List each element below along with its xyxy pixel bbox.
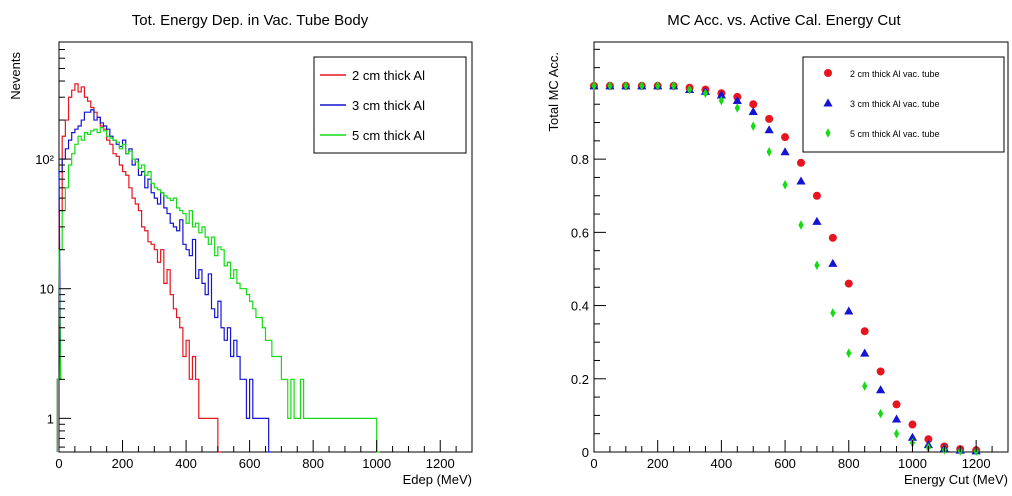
data-point-series-3 — [846, 348, 852, 358]
y-tick-label: 0.6 — [571, 225, 589, 240]
data-point-series-1 — [908, 420, 917, 429]
data-point-series-1 — [828, 233, 837, 242]
y-tick-label: 0.4 — [571, 299, 589, 314]
histogram-line-1 — [56, 83, 222, 453]
data-point-series-1 — [781, 133, 790, 142]
data-point-series-2 — [764, 125, 774, 134]
data-point-series-3 — [798, 220, 804, 230]
data-point-series-3 — [734, 103, 740, 113]
data-point-series-1 — [876, 367, 885, 376]
y-tick-label: 0.2 — [571, 372, 589, 387]
left-panel: Tot. Energy Dep. in Vac. Tube Body 0 200 4… — [8, 12, 473, 487]
left-x-axis-label: Edep (MeV) — [403, 472, 472, 487]
right-legend-box — [802, 56, 1005, 153]
data-point-series-3 — [591, 81, 597, 91]
legend-label-1: 2 cm thick Al vac. tube — [850, 69, 940, 79]
x-tick-label: 400 — [711, 456, 733, 471]
x-tick-label: 1200 — [962, 456, 991, 471]
histogram-line-3 — [56, 126, 380, 453]
legend-marker-3 — [825, 128, 831, 138]
data-point-series-3 — [893, 428, 900, 439]
data-point-series-3 — [766, 147, 772, 157]
right-x-axis-label: Energy Cut (MeV) — [904, 472, 1008, 487]
data-point-series-2 — [828, 258, 838, 267]
y-tick-label: 0 — [582, 445, 589, 460]
y-tick-label: 0.8 — [571, 152, 589, 167]
data-point-series-3 — [750, 121, 756, 131]
y-tick-label: 1 — [47, 411, 54, 426]
x-tick-label: 1000 — [362, 456, 391, 471]
data-point-series-3 — [878, 408, 884, 419]
data-point-series-1 — [765, 114, 774, 123]
data-point-series-2 — [876, 385, 886, 394]
data-point-series-3 — [623, 81, 629, 91]
data-point-series-1 — [844, 279, 853, 288]
x-tick-label: 800 — [838, 456, 860, 471]
data-point-series-3 — [639, 81, 645, 91]
legend-label-2: 3 cm thick Al — [352, 98, 425, 113]
left-histogram-series — [56, 83, 380, 453]
data-point-series-3 — [702, 88, 709, 99]
histogram-line-2 — [56, 109, 272, 453]
right-chart-title: MC Acc. vs. Active Cal. Energy Cut — [667, 12, 901, 29]
legend-label-3: 5 cm thick Al vac. tube — [850, 129, 940, 139]
data-point-series-2 — [716, 90, 726, 99]
x-tick-label: 600 — [774, 456, 796, 471]
x-tick-label: 400 — [175, 456, 197, 471]
left-y-axis-label: Nevents — [8, 52, 23, 100]
y-tick-label: 10 — [40, 282, 54, 297]
data-point-series-3 — [686, 84, 693, 95]
y-tick-label: 10² — [35, 152, 54, 167]
data-point-series-3 — [607, 81, 613, 91]
data-point-series-3 — [782, 179, 788, 190]
data-point-series-3 — [655, 81, 661, 91]
x-tick-label: 200 — [647, 456, 669, 471]
data-point-series-2 — [780, 147, 790, 156]
right-y-axis-label: Total MC Acc. — [546, 52, 561, 131]
legend-marker-1 — [824, 69, 832, 77]
data-point-series-2 — [796, 176, 806, 185]
data-point-series-2 — [844, 306, 854, 315]
data-point-series-1 — [812, 191, 821, 200]
data-point-series-2 — [907, 432, 918, 441]
data-point-series-3 — [814, 260, 820, 271]
data-point-series-1 — [860, 327, 869, 336]
data-point-series-2 — [812, 216, 822, 225]
legend-marker-2 — [823, 98, 833, 107]
right-panel: MC Acc. vs. Active Cal. Energy Cut 0 200 4… — [546, 12, 1009, 487]
right-axes: 0 200 400 600 800 1000 1200 0 0.2 0.4 0.6 0.8 — [571, 48, 993, 471]
data-point-series-1 — [749, 100, 758, 109]
data-point-series-1 — [892, 400, 901, 409]
x-tick-label: 1000 — [898, 456, 927, 471]
x-tick-label: 0 — [55, 456, 62, 471]
data-point-series-2 — [860, 348, 870, 357]
data-point-series-2 — [732, 95, 742, 105]
x-tick-label: 600 — [239, 456, 261, 471]
legend-label-3: 5 cm thick Al — [352, 128, 425, 143]
data-point-series-3 — [671, 81, 677, 91]
x-tick-label: 1200 — [426, 456, 455, 471]
x-tick-label: 0 — [590, 456, 597, 471]
data-point-series-2 — [748, 106, 758, 116]
legend-label-2: 3 cm thick Al vac. tube — [850, 99, 940, 109]
data-point-series-2 — [891, 414, 902, 423]
data-point-series-1 — [924, 435, 933, 444]
data-point-series-1 — [797, 158, 805, 167]
data-point-series-3 — [862, 381, 868, 391]
data-point-series-3 — [830, 308, 836, 318]
data-point-series-3 — [718, 95, 724, 106]
left-axes: 0 200 400 600 800 1000 1200 1 10 10² — [35, 41, 457, 471]
x-tick-label: 200 — [112, 456, 134, 471]
legend-label-1: 2 cm thick Al — [352, 68, 425, 83]
x-tick-label: 800 — [302, 456, 324, 471]
left-legend: 2 cm thick Al 3 cm thick Al 5 cm thick Al — [313, 56, 467, 154]
right-legend: 2 cm thick Al vac. tube 3 cm thick Al vac… — [802, 56, 1005, 153]
left-chart-title: Tot. Energy Dep. in Vac. Tube Body — [132, 12, 369, 29]
